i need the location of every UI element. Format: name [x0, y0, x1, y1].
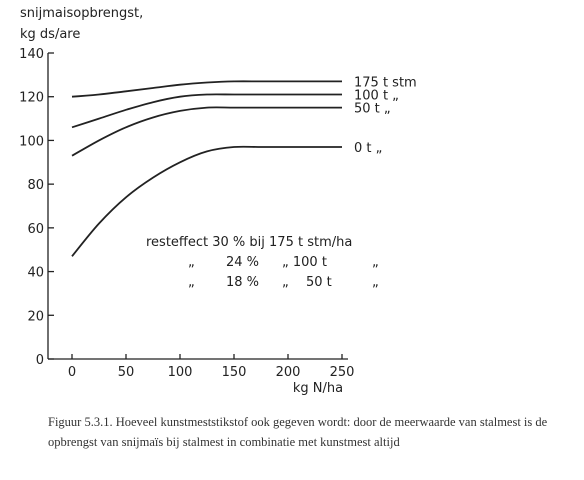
y-tick-label: 100	[19, 134, 44, 149]
series-line	[71, 93, 342, 129]
resteffect-note-text: „	[372, 275, 379, 290]
resteffect-note-text: „	[372, 255, 379, 270]
x-tick-label: 200	[276, 365, 301, 380]
series-lines	[71, 80, 342, 257]
x-ticks: 0 50 100 150 200 250	[68, 354, 355, 380]
x-tick-label: 100	[168, 365, 193, 380]
resteffect-note-text: „ 100 t	[282, 255, 327, 270]
x-tick-label: 150	[222, 365, 247, 380]
series-label: 50 t „	[354, 102, 391, 117]
x-axis-title: kg N/ha	[293, 381, 343, 396]
x-tick-label: 0	[68, 365, 76, 380]
figure-caption: Figuur 5.3.1. Hoeveel kunstmeststikstof …	[48, 415, 548, 449]
y-tick-label: 60	[27, 222, 44, 237]
y-tick-label: 40	[27, 266, 44, 281]
series-label: 175 t stm	[354, 75, 417, 90]
y-tick-label: 140	[19, 47, 44, 62]
resteffect-note-text: „	[188, 275, 195, 290]
series-label: 100 t „	[354, 89, 399, 104]
y-ticks: 0 20 40 60 80 100 120 140	[19, 47, 54, 368]
y-axis-title: snijmaisopbrengst, kg ds/are	[20, 6, 143, 42]
resteffect-note-text: 50 t	[306, 275, 332, 290]
resteffect-note-text: 18 %	[226, 275, 259, 290]
x-tick-label: 250	[330, 365, 355, 380]
series-line	[71, 145, 342, 257]
resteffect-notes: resteffect 30 % bij 175 t stm/ha „ 24 % „ 1…	[146, 235, 379, 290]
y-tick-label: 20	[27, 309, 44, 324]
y-tick-label: 0	[36, 353, 44, 368]
resteffect-note-text: resteffect 30 % bij 175 t stm/ha	[146, 235, 352, 250]
resteffect-note-text: 24 %	[226, 255, 259, 270]
series-line	[71, 106, 342, 157]
resteffect-note-text: „	[282, 275, 289, 290]
yield-chart: snijmaisopbrengst, kg ds/are 0 20 40 60 80 10…	[19, 6, 417, 396]
y-tick-label: 120	[19, 91, 44, 106]
resteffect-note-text: „	[188, 255, 195, 270]
x-tick-label: 50	[118, 365, 135, 380]
y-axis-title-line-2: kg ds/are	[20, 27, 80, 42]
y-tick-label: 80	[27, 178, 44, 193]
y-axis-title-line-1: snijmaisopbrengst,	[20, 6, 143, 21]
series-line	[71, 80, 342, 98]
series-label: 0 t „	[354, 141, 382, 156]
